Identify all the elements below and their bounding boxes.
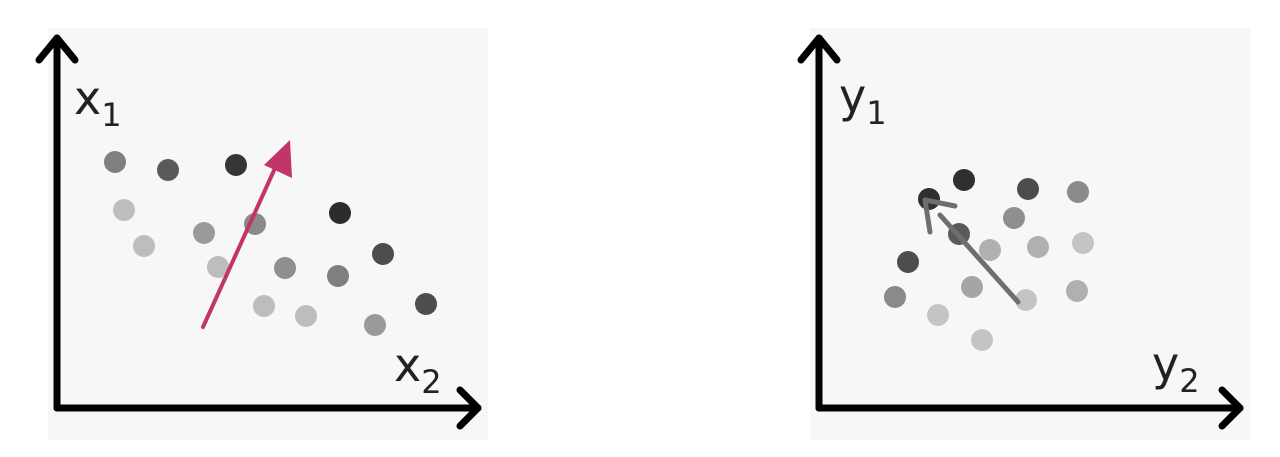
left-principal-arrow xyxy=(201,140,292,329)
data-point xyxy=(961,276,983,298)
data-point xyxy=(1017,178,1039,200)
data-point xyxy=(225,154,247,176)
data-point xyxy=(295,305,317,327)
y-axis-label: y1 xyxy=(839,69,887,132)
data-point xyxy=(253,295,275,317)
right-panel: y1 y2 xyxy=(797,28,1250,440)
right-axes xyxy=(797,34,1244,430)
data-point xyxy=(193,222,215,244)
y-axis-label: x1 xyxy=(74,71,122,134)
data-point xyxy=(329,202,351,224)
left-panel: x1 x2 xyxy=(35,28,488,440)
data-point xyxy=(244,213,266,235)
x-axis-label: x2 xyxy=(394,338,442,401)
data-point xyxy=(1027,236,1049,258)
x-axis-label: y2 xyxy=(1152,337,1200,400)
data-point xyxy=(274,257,296,279)
left-axes xyxy=(35,34,482,430)
data-point xyxy=(927,304,949,326)
data-point xyxy=(1072,232,1094,254)
data-point xyxy=(372,243,394,265)
data-point xyxy=(1066,280,1088,302)
right-panel-background xyxy=(810,28,1250,440)
data-point xyxy=(953,169,975,191)
data-point xyxy=(113,199,135,221)
data-point xyxy=(897,251,919,273)
data-point xyxy=(884,286,906,308)
data-point xyxy=(1067,181,1089,203)
right-points xyxy=(884,169,1094,351)
data-point xyxy=(1003,207,1025,229)
left-panel-background xyxy=(48,28,488,440)
data-point xyxy=(207,256,229,278)
data-point xyxy=(364,314,386,336)
data-point xyxy=(971,329,993,351)
data-point xyxy=(979,239,1001,261)
data-point xyxy=(157,159,179,181)
data-point xyxy=(415,293,437,315)
right-principal-arrow xyxy=(922,197,1021,305)
data-point xyxy=(327,265,349,287)
data-point xyxy=(104,151,126,173)
data-point xyxy=(133,235,155,257)
data-point xyxy=(1015,289,1037,311)
left-points xyxy=(104,151,437,336)
